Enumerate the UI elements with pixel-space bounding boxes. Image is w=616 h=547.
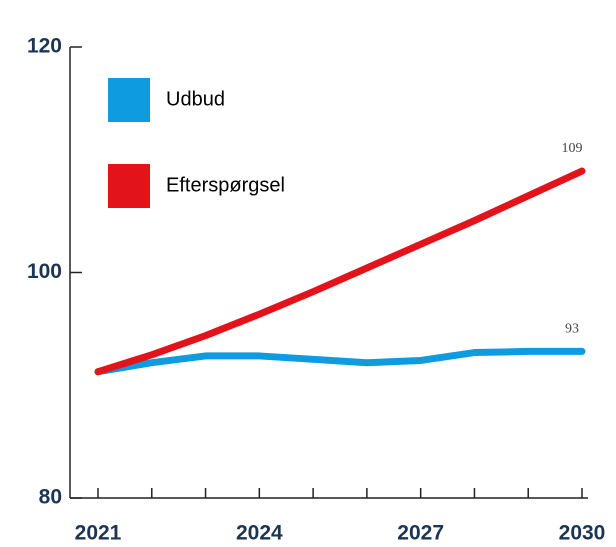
y-tick-label: 80	[39, 486, 62, 509]
legend-swatch	[108, 164, 150, 208]
legend-swatch	[108, 78, 150, 122]
x-tick-label: 2024	[236, 522, 283, 545]
x-tick-label: 2030	[559, 522, 606, 545]
legend-label: Udbud	[166, 88, 225, 110]
series-line	[94, 347, 586, 376]
x-tick-label: 2021	[75, 522, 122, 545]
series-line	[94, 167, 586, 376]
end-label: 93	[565, 322, 579, 337]
y-tick-label: 120	[27, 35, 62, 58]
x-tick-label: 2027	[397, 522, 444, 545]
end-label: 109	[562, 141, 583, 156]
legend-label: Efterspørgsel	[166, 174, 285, 196]
y-tick-label: 100	[27, 260, 62, 283]
